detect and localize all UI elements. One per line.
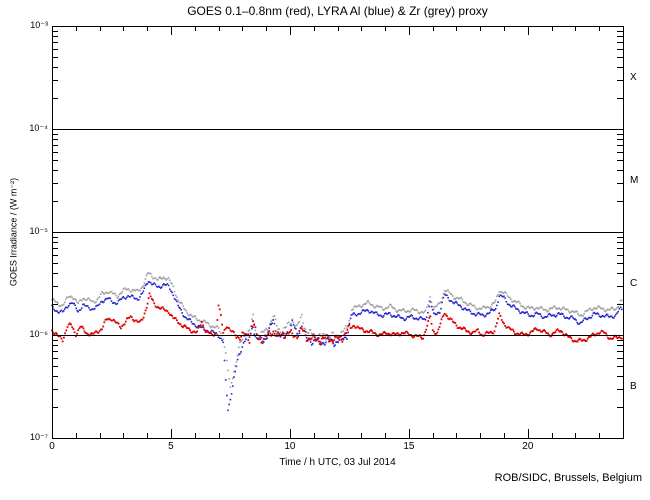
series-lyra-zr-proxy (51, 271, 623, 388)
x-tick-label: 10 (284, 441, 296, 452)
flare-class-label-b: B (630, 380, 637, 392)
y-tick-label: 10⁻⁶ (29, 329, 48, 339)
flare-class-label-x: X (630, 71, 637, 83)
x-tick-label: 0 (49, 441, 55, 452)
y-tick-label: 10⁻³ (30, 20, 48, 30)
y-tick-label: 10⁻⁴ (29, 123, 48, 133)
x-tick-label: 5 (168, 441, 174, 452)
flare-class-label-m: M (630, 174, 639, 186)
x-tick-label: 20 (522, 441, 534, 452)
chart-title: GOES 0.1–0.8nm (red), LYRA Al (blue) & Z… (187, 4, 488, 18)
series-lyra-al-proxy (51, 281, 623, 412)
x-tick-label: 15 (403, 441, 415, 452)
series-goes-0-1-0-8nm (51, 292, 623, 345)
credit-text: ROB/SIDC, Brussels, Belgium (494, 472, 642, 484)
y-tick-label: 10⁻⁵ (29, 226, 49, 236)
y-tick-label: 10⁻⁷ (29, 432, 48, 442)
x-axis-label: Time / h UTC, 03 Jul 2014 (279, 457, 396, 468)
flare-class-label-c: C (630, 277, 638, 289)
